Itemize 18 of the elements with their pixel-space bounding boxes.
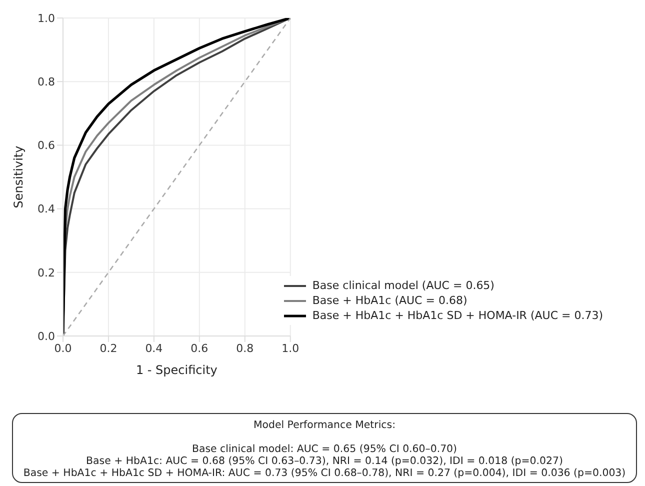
metrics-box: Model Performance Metrics: Base clinical model: AUC = 0.65 (95% CI 0.60–0.70) Base + HbA1c: AUC = 0.68 (95% CI 0.63–0.73), NRI = 0.14 (p=0.032), IDI = 0.018 (p=0.027) Base + HbA1c + HbA1c SD + HOMA-IR: AUC = 0.73 (95% CI 0.68–0.78), NRI = 0.27 (p=0.004), IDI = 0.036 (p=0.003) [12, 413, 637, 483]
x-tick-label: 0.0 [54, 342, 72, 355]
y-tick-label: 0.6 [38, 139, 55, 152]
y-axis-title: Sensitivity [11, 146, 26, 208]
x-tick-label: 0.2 [100, 342, 118, 355]
x-axis-title: 1 - Specificity [136, 363, 218, 377]
y-tick-label: 1.0 [38, 12, 55, 25]
x-tick-label: 0.4 [145, 342, 163, 355]
y-tick-label: 0.8 [38, 76, 55, 89]
legend-label: Base + HbA1c + HbA1c SD + HOMA-IR (AUC = 0.73) [312, 308, 603, 323]
y-tick-label: 0.4 [38, 202, 55, 216]
legend-label: Base clinical model (AUC = 0.65) [312, 278, 494, 293]
y-tick-label: 0.2 [38, 266, 55, 280]
x-tick-label: 0.6 [190, 342, 208, 355]
legend-label: Base + HbA1c (AUC = 0.68) [312, 293, 468, 308]
y-tick-label: 0.0 [38, 330, 55, 343]
x-tick-label: 0.8 [236, 342, 254, 355]
x-tick-label: 1.0 [282, 342, 300, 355]
